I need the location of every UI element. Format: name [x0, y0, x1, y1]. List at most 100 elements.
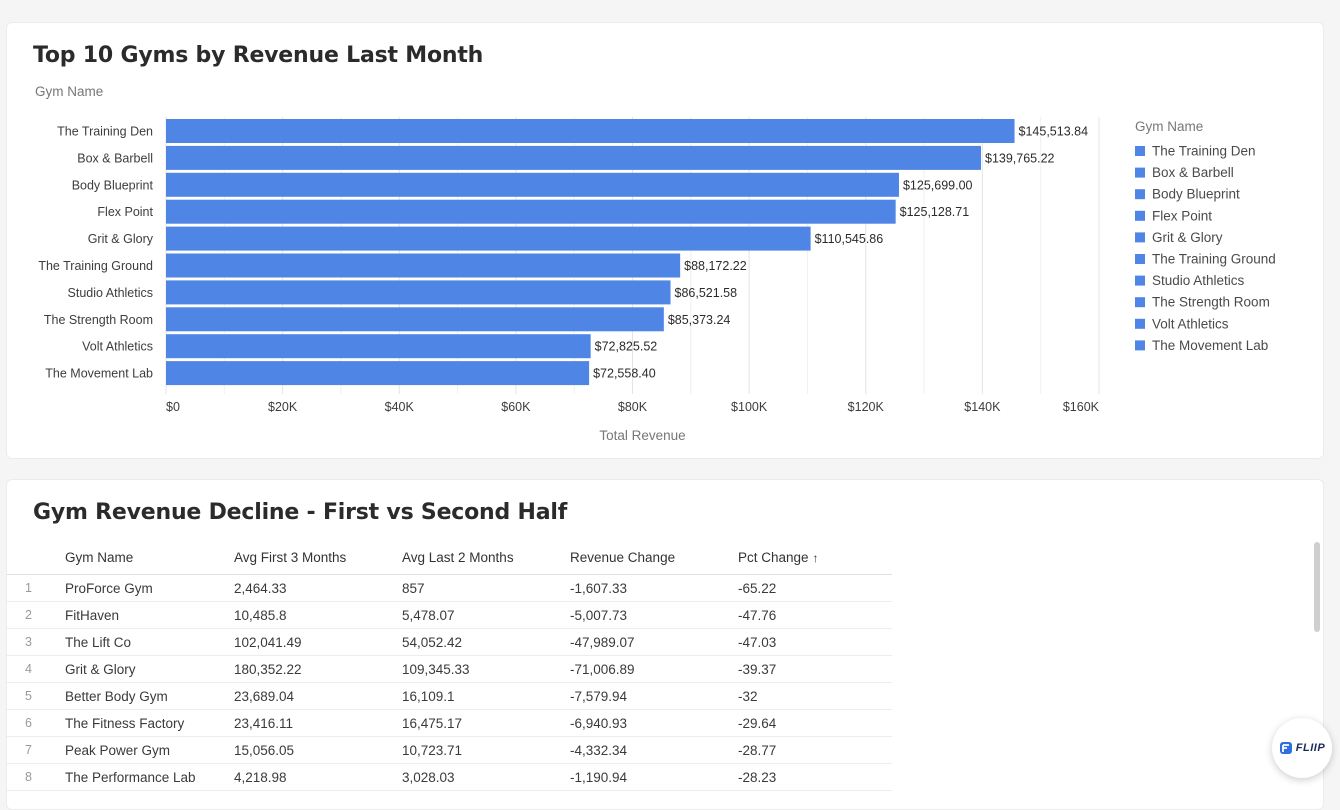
avg-first-cell: 2,464.33: [234, 574, 402, 602]
table-row[interactable]: 8 The Performance Lab 4,218.98 3,028.03 -1,1…: [7, 763, 892, 791]
avg-first-cell: 4,218.98: [234, 763, 402, 791]
table-row[interactable]: 6 The Fitness Factory 23,416.11 16,475.17 -6…: [7, 709, 892, 737]
avg-last-cell: 3,028.03: [402, 763, 570, 791]
avg-first-cell: 23,689.04: [234, 682, 402, 710]
bar: [166, 199, 896, 224]
gym-name-cell: Peak Power Gym: [65, 736, 234, 764]
avg-last-cell: 16,475.17: [402, 709, 570, 737]
y-tick-label: Flex Point: [97, 205, 153, 219]
y-tick-label: The Movement Lab: [45, 367, 153, 381]
x-axis-title: Total Revenue: [599, 428, 685, 443]
bar: [166, 226, 811, 251]
row-number: 1: [7, 574, 65, 602]
legend-swatch: [1135, 189, 1145, 200]
column-header-gym-name[interactable]: Gym Name: [65, 540, 234, 575]
row-number: 3: [7, 628, 65, 656]
row-number: 4: [7, 655, 65, 683]
revenue-change-cell: -1,190.94: [570, 763, 738, 791]
pct-change-cell: -47.76: [738, 601, 892, 629]
fliip-button[interactable]: FLIIP: [1272, 718, 1332, 778]
pct-change-cell: -28.23: [738, 763, 892, 791]
fliip-logo-icon: [1279, 742, 1292, 754]
table-row[interactable]: 4 Grit & Glory 180,352.22 109,345.33 -71,006…: [7, 655, 892, 683]
pct-change-cell: -47.03: [738, 628, 892, 656]
legend-item: The Training Ground: [1152, 252, 1276, 267]
legend-item: The Training Den: [1152, 144, 1256, 159]
y-tick-label: Studio Athletics: [68, 286, 153, 300]
legend-swatch: [1135, 232, 1145, 243]
x-tick-label: $0: [166, 400, 180, 414]
column-header-avg-last[interactable]: Avg Last 2 Months: [402, 540, 570, 575]
legend-swatch: [1135, 254, 1145, 264]
table-row[interactable]: 3 The Lift Co 102,041.49 54,052.42 -47,989.0…: [7, 628, 892, 656]
bar: [166, 253, 681, 278]
data-label: $85,373.24: [668, 313, 731, 327]
pct-change-cell: -29.64: [738, 709, 892, 737]
legend-item: Grit & Glory: [1152, 230, 1223, 245]
revenue-change-cell: -47,989.07: [570, 628, 738, 656]
table-row[interactable]: 7 Peak Power Gym 15,056.05 10,723.71 -4,332.…: [7, 736, 892, 764]
avg-first-cell: 23,416.11: [234, 709, 402, 737]
avg-last-cell: 10,723.71: [402, 736, 570, 764]
gym-name-cell: Better Body Gym: [65, 682, 234, 710]
avg-first-cell: 102,041.49: [234, 628, 402, 656]
column-header-revenue-change[interactable]: Revenue Change: [570, 540, 738, 575]
gym-name-cell: The Fitness Factory: [65, 709, 234, 737]
revenue-decline-table-card: Gym Revenue Decline - First vs Second Ha…: [6, 479, 1324, 810]
column-header-pct-change[interactable]: Pct Change ↑: [738, 540, 892, 575]
bar: [166, 334, 591, 359]
bar: [166, 119, 1015, 143]
gym-name-cell: The Performance Lab: [65, 763, 234, 791]
x-tick-label: $140K: [964, 400, 1001, 414]
table-row[interactable]: 5 Better Body Gym 23,689.04 16,109.1 -7,579.…: [7, 682, 892, 710]
revenue-change-cell: -5,007.73: [570, 601, 738, 629]
data-label: $145,513.84: [1019, 125, 1089, 139]
legend-item: Flex Point: [1152, 208, 1212, 223]
table-header-row: Gym Name Avg First 3 Months Avg Last 2 M…: [7, 540, 892, 575]
table-row[interactable]: 2 FitHaven 10,485.8 5,478.07 -5,007.73 -47.76: [7, 601, 892, 629]
legend-item: Studio Athletics: [1152, 273, 1245, 288]
pct-change-cell: -39.37: [738, 655, 892, 683]
gym-name-cell: The Lift Co: [65, 628, 234, 656]
chart-title: Top 10 Gyms by Revenue Last Month: [33, 43, 484, 68]
x-tick-label: $100K: [731, 400, 768, 414]
y-tick-label: Volt Athletics: [82, 340, 153, 354]
bar: [166, 145, 982, 170]
x-tick-label: $20K: [268, 400, 298, 414]
y-tick-label: The Training Den: [57, 125, 153, 139]
row-number: 6: [7, 709, 65, 737]
arrow-up-icon[interactable]: ↑: [812, 550, 819, 565]
x-tick-label: $60K: [501, 400, 531, 414]
data-label: $72,558.40: [593, 367, 656, 381]
revenue-bar-chart: Gym Name The Training Den $145,513.84 Box &…: [35, 84, 1276, 443]
row-number: 2: [7, 601, 65, 629]
x-tick-label: $80K: [618, 400, 648, 414]
gym-name-cell: FitHaven: [65, 601, 234, 629]
pct-change-cell: -32: [738, 682, 892, 710]
y-tick-label: Body Blueprint: [72, 178, 154, 192]
y-axis-title: Gym Name: [35, 84, 103, 99]
data-label: $88,172.22: [684, 259, 747, 273]
legend-swatch: [1135, 318, 1145, 329]
legend-swatch: [1135, 167, 1145, 178]
data-label: $86,521.58: [675, 286, 738, 300]
avg-last-cell: 857: [402, 574, 570, 602]
table-row[interactable]: 1 ProForce Gym 2,464.33 857 -1,607.33 -65.22: [7, 574, 892, 602]
revenue-change-cell: -6,940.93: [570, 709, 738, 737]
revenue-change-cell: -71,006.89: [570, 655, 738, 683]
data-label: $110,545.86: [815, 232, 884, 246]
legend-item: The Movement Lab: [1152, 338, 1268, 353]
data-label: $72,825.52: [595, 340, 658, 354]
scrollbar-thumb[interactable]: [1314, 542, 1320, 632]
legend-swatch: [1135, 297, 1145, 308]
avg-last-cell: 16,109.1: [402, 682, 570, 710]
column-header-avg-first[interactable]: Avg First 3 Months: [234, 540, 402, 575]
legend-swatch: [1135, 340, 1145, 351]
x-tick-label: $120K: [848, 400, 885, 414]
data-label: $139,765.22: [985, 151, 1055, 165]
bar: [166, 361, 590, 386]
gym-name-cell: Grit & Glory: [65, 655, 234, 683]
revenue-decline-table: Gym Name Avg First 3 Months Avg Last 2 M…: [7, 540, 892, 791]
avg-first-cell: 15,056.05: [234, 736, 402, 764]
legend-item: The Strength Room: [1152, 295, 1270, 310]
